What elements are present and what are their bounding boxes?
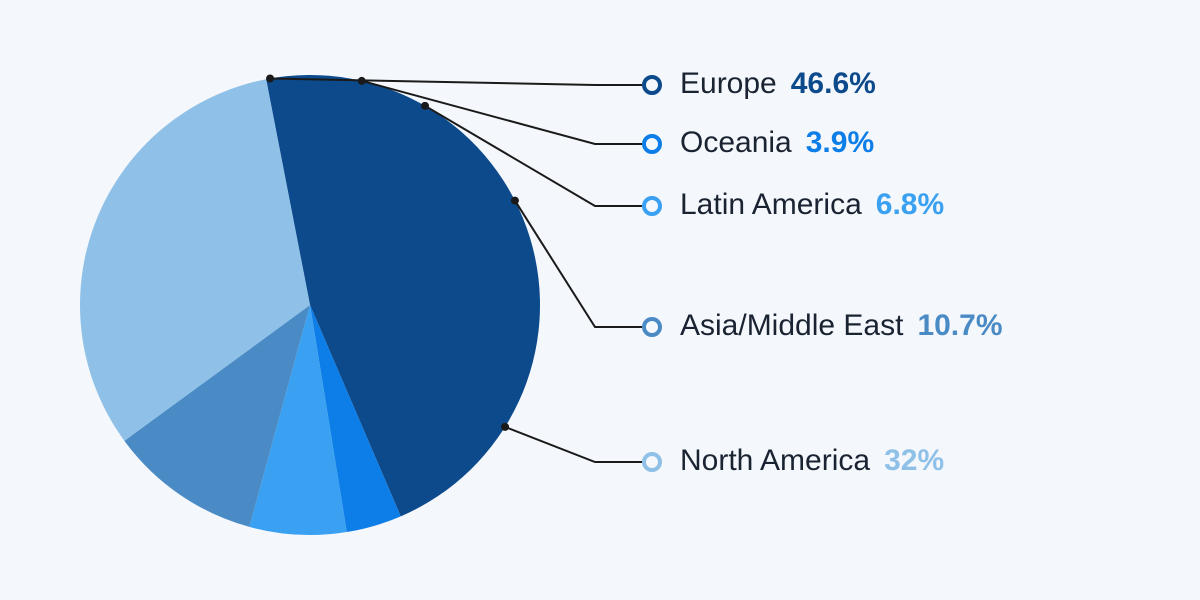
legend-row-text: Europe 46.6%: [680, 67, 876, 100]
legend-marker: [644, 454, 660, 470]
legend-value: 6.8%: [876, 188, 944, 221]
leader-line-dot: [266, 74, 274, 82]
legend-row-text: Asia/Middle East 10.7%: [680, 309, 1003, 342]
pie-chart-svg: Europe 46.6% Oceania 3.9% Latin America 6.8% A…: [0, 0, 1200, 600]
leader-line: [505, 427, 642, 462]
leader-line-dot: [511, 197, 519, 205]
legend-marker: [644, 198, 660, 214]
legend-label: Asia/Middle East: [680, 309, 904, 342]
leader-line-dot: [358, 77, 366, 85]
legend-row-text: North America 32%: [680, 444, 944, 477]
leader-line-dot: [501, 423, 509, 431]
legend-row-text: Latin America 6.8%: [680, 188, 944, 221]
pie-chart-container: Europe 46.6% Oceania 3.9% Latin America 6.8% A…: [0, 0, 1200, 600]
legend-label: North America: [680, 444, 870, 477]
legend-value: 3.9%: [806, 126, 874, 159]
leader-line-dot: [421, 102, 429, 110]
legend-marker: [644, 319, 660, 335]
legend-value: 46.6%: [791, 67, 876, 100]
legend-marker: [644, 136, 660, 152]
legend-label: Latin America: [680, 188, 862, 221]
legend-value: 32%: [884, 444, 944, 477]
legend-marker: [644, 77, 660, 93]
legend-row-text: Oceania 3.9%: [680, 126, 874, 159]
legend-label: Europe: [680, 67, 777, 100]
legend-label: Oceania: [680, 126, 792, 159]
legend-value: 10.7%: [917, 309, 1002, 342]
